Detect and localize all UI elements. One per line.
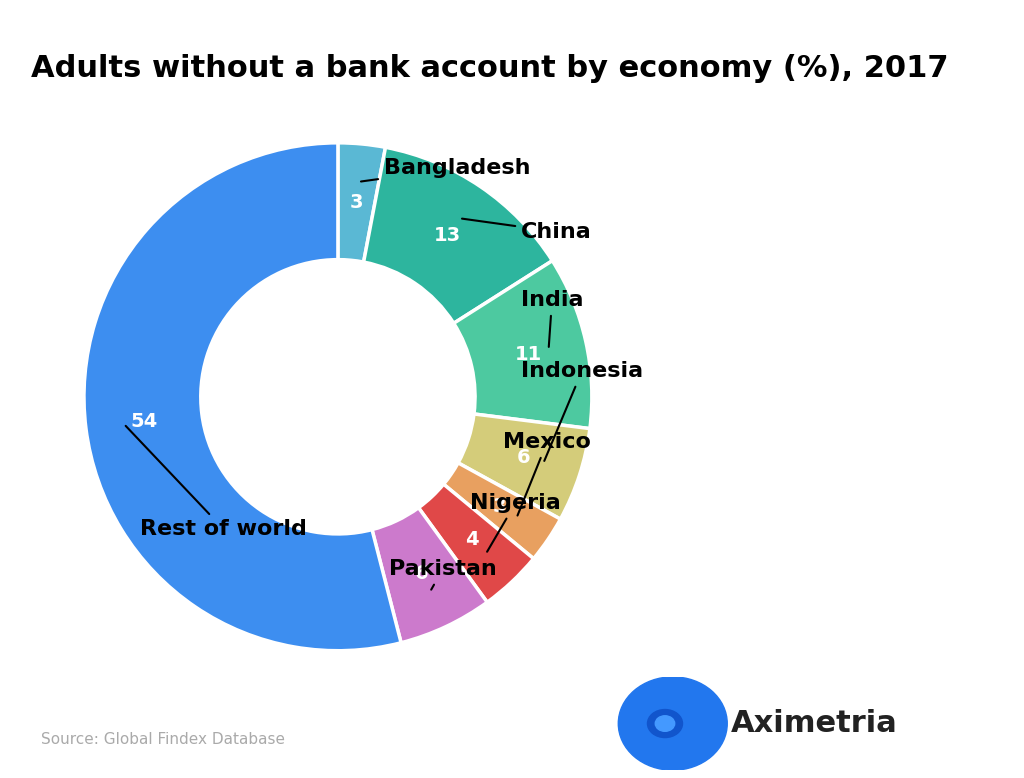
Text: China: China bbox=[462, 219, 592, 242]
Text: 3: 3 bbox=[349, 193, 364, 212]
Text: 11: 11 bbox=[515, 345, 543, 363]
Text: Indonesia: Indonesia bbox=[521, 362, 643, 461]
Wedge shape bbox=[338, 143, 385, 262]
Wedge shape bbox=[419, 484, 534, 602]
Text: Adults without a bank account by economy (%), 2017: Adults without a bank account by economy… bbox=[31, 54, 948, 83]
Wedge shape bbox=[84, 143, 401, 650]
Ellipse shape bbox=[618, 677, 727, 770]
Text: Bangladesh: Bangladesh bbox=[361, 158, 530, 181]
Text: India: India bbox=[521, 290, 584, 347]
Text: Source: Global Findex Database: Source: Global Findex Database bbox=[41, 732, 285, 747]
Text: Nigeria: Nigeria bbox=[470, 493, 561, 552]
Circle shape bbox=[647, 710, 682, 738]
Wedge shape bbox=[458, 414, 590, 519]
Wedge shape bbox=[454, 261, 592, 429]
Text: 6: 6 bbox=[415, 564, 428, 584]
Circle shape bbox=[655, 716, 675, 731]
Wedge shape bbox=[372, 508, 487, 643]
Text: 6: 6 bbox=[517, 447, 530, 467]
Wedge shape bbox=[443, 463, 560, 559]
Text: Rest of world: Rest of world bbox=[126, 426, 307, 539]
Text: 54: 54 bbox=[130, 412, 158, 431]
Circle shape bbox=[201, 260, 475, 534]
Text: Aximetria: Aximetria bbox=[731, 709, 898, 738]
Text: 13: 13 bbox=[434, 226, 462, 244]
Wedge shape bbox=[364, 147, 552, 324]
Text: Pakistan: Pakistan bbox=[389, 559, 497, 590]
Text: 3: 3 bbox=[493, 497, 507, 516]
Text: 4: 4 bbox=[465, 530, 478, 548]
Text: Mexico: Mexico bbox=[503, 433, 591, 516]
